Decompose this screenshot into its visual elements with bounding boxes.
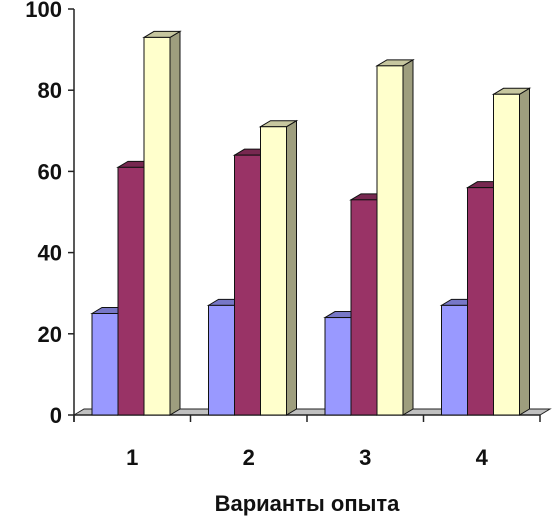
x-tick-label: 2 [243,445,255,470]
bar-front-face [467,187,494,416]
bar-front-face [143,36,171,416]
bar-front-face [441,304,468,416]
bar-front-face [376,65,404,416]
bar-front-face [324,317,352,416]
bar-series [90,30,532,416]
bar [258,119,299,416]
y-tick-label: 100 [25,0,62,22]
bar-front-face [117,166,145,416]
bar-front-face [208,304,235,416]
x-tick-label: 4 [476,445,489,470]
bar-front-face [350,199,378,416]
x-tick-label: 3 [359,445,371,470]
bar-front-face [91,313,119,416]
bar [142,30,182,416]
bar-side-face [402,58,414,416]
y-axis-tick-labels: 0 20 40 60 80 100 [25,0,62,428]
bar-side-face [169,30,181,416]
bar-front-face [260,126,287,416]
bar-front-face [234,154,261,416]
x-axis-tick-labels: 1 2 3 4 [126,445,489,470]
y-tick-label: 20 [38,322,62,347]
bar-side-face [286,119,297,416]
bar [375,58,415,416]
y-tick-label: 0 [50,403,62,428]
bar-side-face [519,87,530,416]
x-axis-title: Варианты опыта [215,491,401,516]
y-tick-label: 40 [38,241,62,266]
bar [491,87,532,416]
bar-front-face [493,93,520,416]
y-tick-label: 60 [38,159,62,184]
x-tick-label: 1 [126,445,138,470]
y-tick-label: 80 [38,78,62,103]
